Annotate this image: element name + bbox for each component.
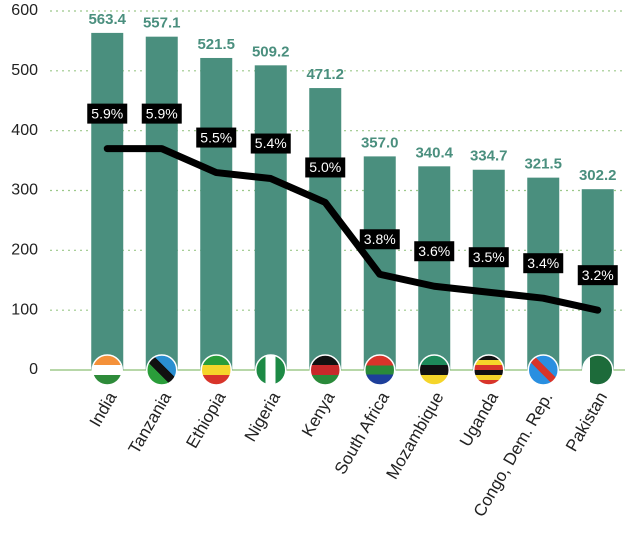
data-label: 563.4 (88, 11, 126, 28)
data-label-box (87, 103, 128, 124)
x-tick-label: Pakistan (562, 389, 611, 455)
data-label-box (250, 133, 291, 154)
bar (254, 65, 287, 370)
data-label: 3.5% (473, 249, 505, 265)
flag (527, 354, 559, 386)
x-tick-label: Nigeria (241, 388, 285, 445)
line (103, 145, 602, 314)
y-tick-label: 500 (11, 62, 38, 79)
data-label: 3.8% (364, 231, 396, 247)
flag (582, 354, 614, 386)
y-tick-label: 200 (11, 242, 38, 259)
data-label-box (359, 229, 400, 250)
x-tick-label: Tanzania (125, 388, 176, 457)
data-label: 5.4% (255, 135, 287, 151)
data-label-box (468, 247, 509, 268)
bar (91, 32, 124, 371)
flag (309, 354, 341, 386)
data-label: 5.9% (91, 105, 123, 121)
data-label: 471.2 (306, 66, 344, 83)
y-tick-label: 400 (11, 122, 38, 139)
data-label: 5.9% (146, 105, 178, 121)
bar (309, 88, 342, 370)
data-label: 3.4% (527, 255, 559, 271)
data-label-box (414, 241, 455, 262)
x-tick-label: Uganda (456, 388, 503, 450)
x-tick-label: Ethiopia (182, 388, 229, 451)
y-tick-label: 100 (11, 301, 38, 318)
data-label-box (141, 103, 182, 124)
y-tick-label: 600 (11, 2, 38, 19)
bar (200, 57, 233, 370)
data-label-box (196, 127, 237, 148)
data-label: 340.4 (415, 144, 453, 161)
flag (473, 354, 505, 386)
x-tick-label: Kenya (298, 388, 339, 440)
data-label: 357.0 (361, 134, 399, 151)
x-tick-label: India (86, 388, 121, 430)
data-label: 557.1 (143, 15, 181, 32)
bar (472, 169, 505, 370)
data-label: 3.6% (418, 243, 450, 259)
data-label: 321.5 (524, 156, 562, 173)
flag (146, 354, 178, 386)
data-label: 509.2 (252, 43, 290, 60)
data-label: 302.2 (579, 167, 617, 184)
data-label-box (523, 253, 564, 274)
data-label-box (305, 157, 346, 178)
flag (91, 354, 123, 386)
bar (527, 177, 560, 370)
data-label: 5.5% (200, 129, 232, 145)
x-tick-label: South Africa (331, 388, 394, 477)
flag (418, 354, 450, 386)
x-tick-label: Mozambique (382, 389, 447, 483)
data-label: 5.0% (309, 159, 341, 175)
flag (200, 354, 232, 386)
y-tick-label: 0 (29, 361, 38, 378)
flag (364, 354, 396, 386)
flag (255, 354, 287, 386)
y-tick-label: 300 (11, 182, 38, 199)
data-label: 334.7 (470, 148, 508, 165)
data-label-box (577, 265, 618, 286)
data-label: 521.5 (197, 36, 235, 53)
data-label: 3.2% (582, 267, 614, 283)
bar (145, 36, 178, 371)
bar (418, 166, 451, 370)
